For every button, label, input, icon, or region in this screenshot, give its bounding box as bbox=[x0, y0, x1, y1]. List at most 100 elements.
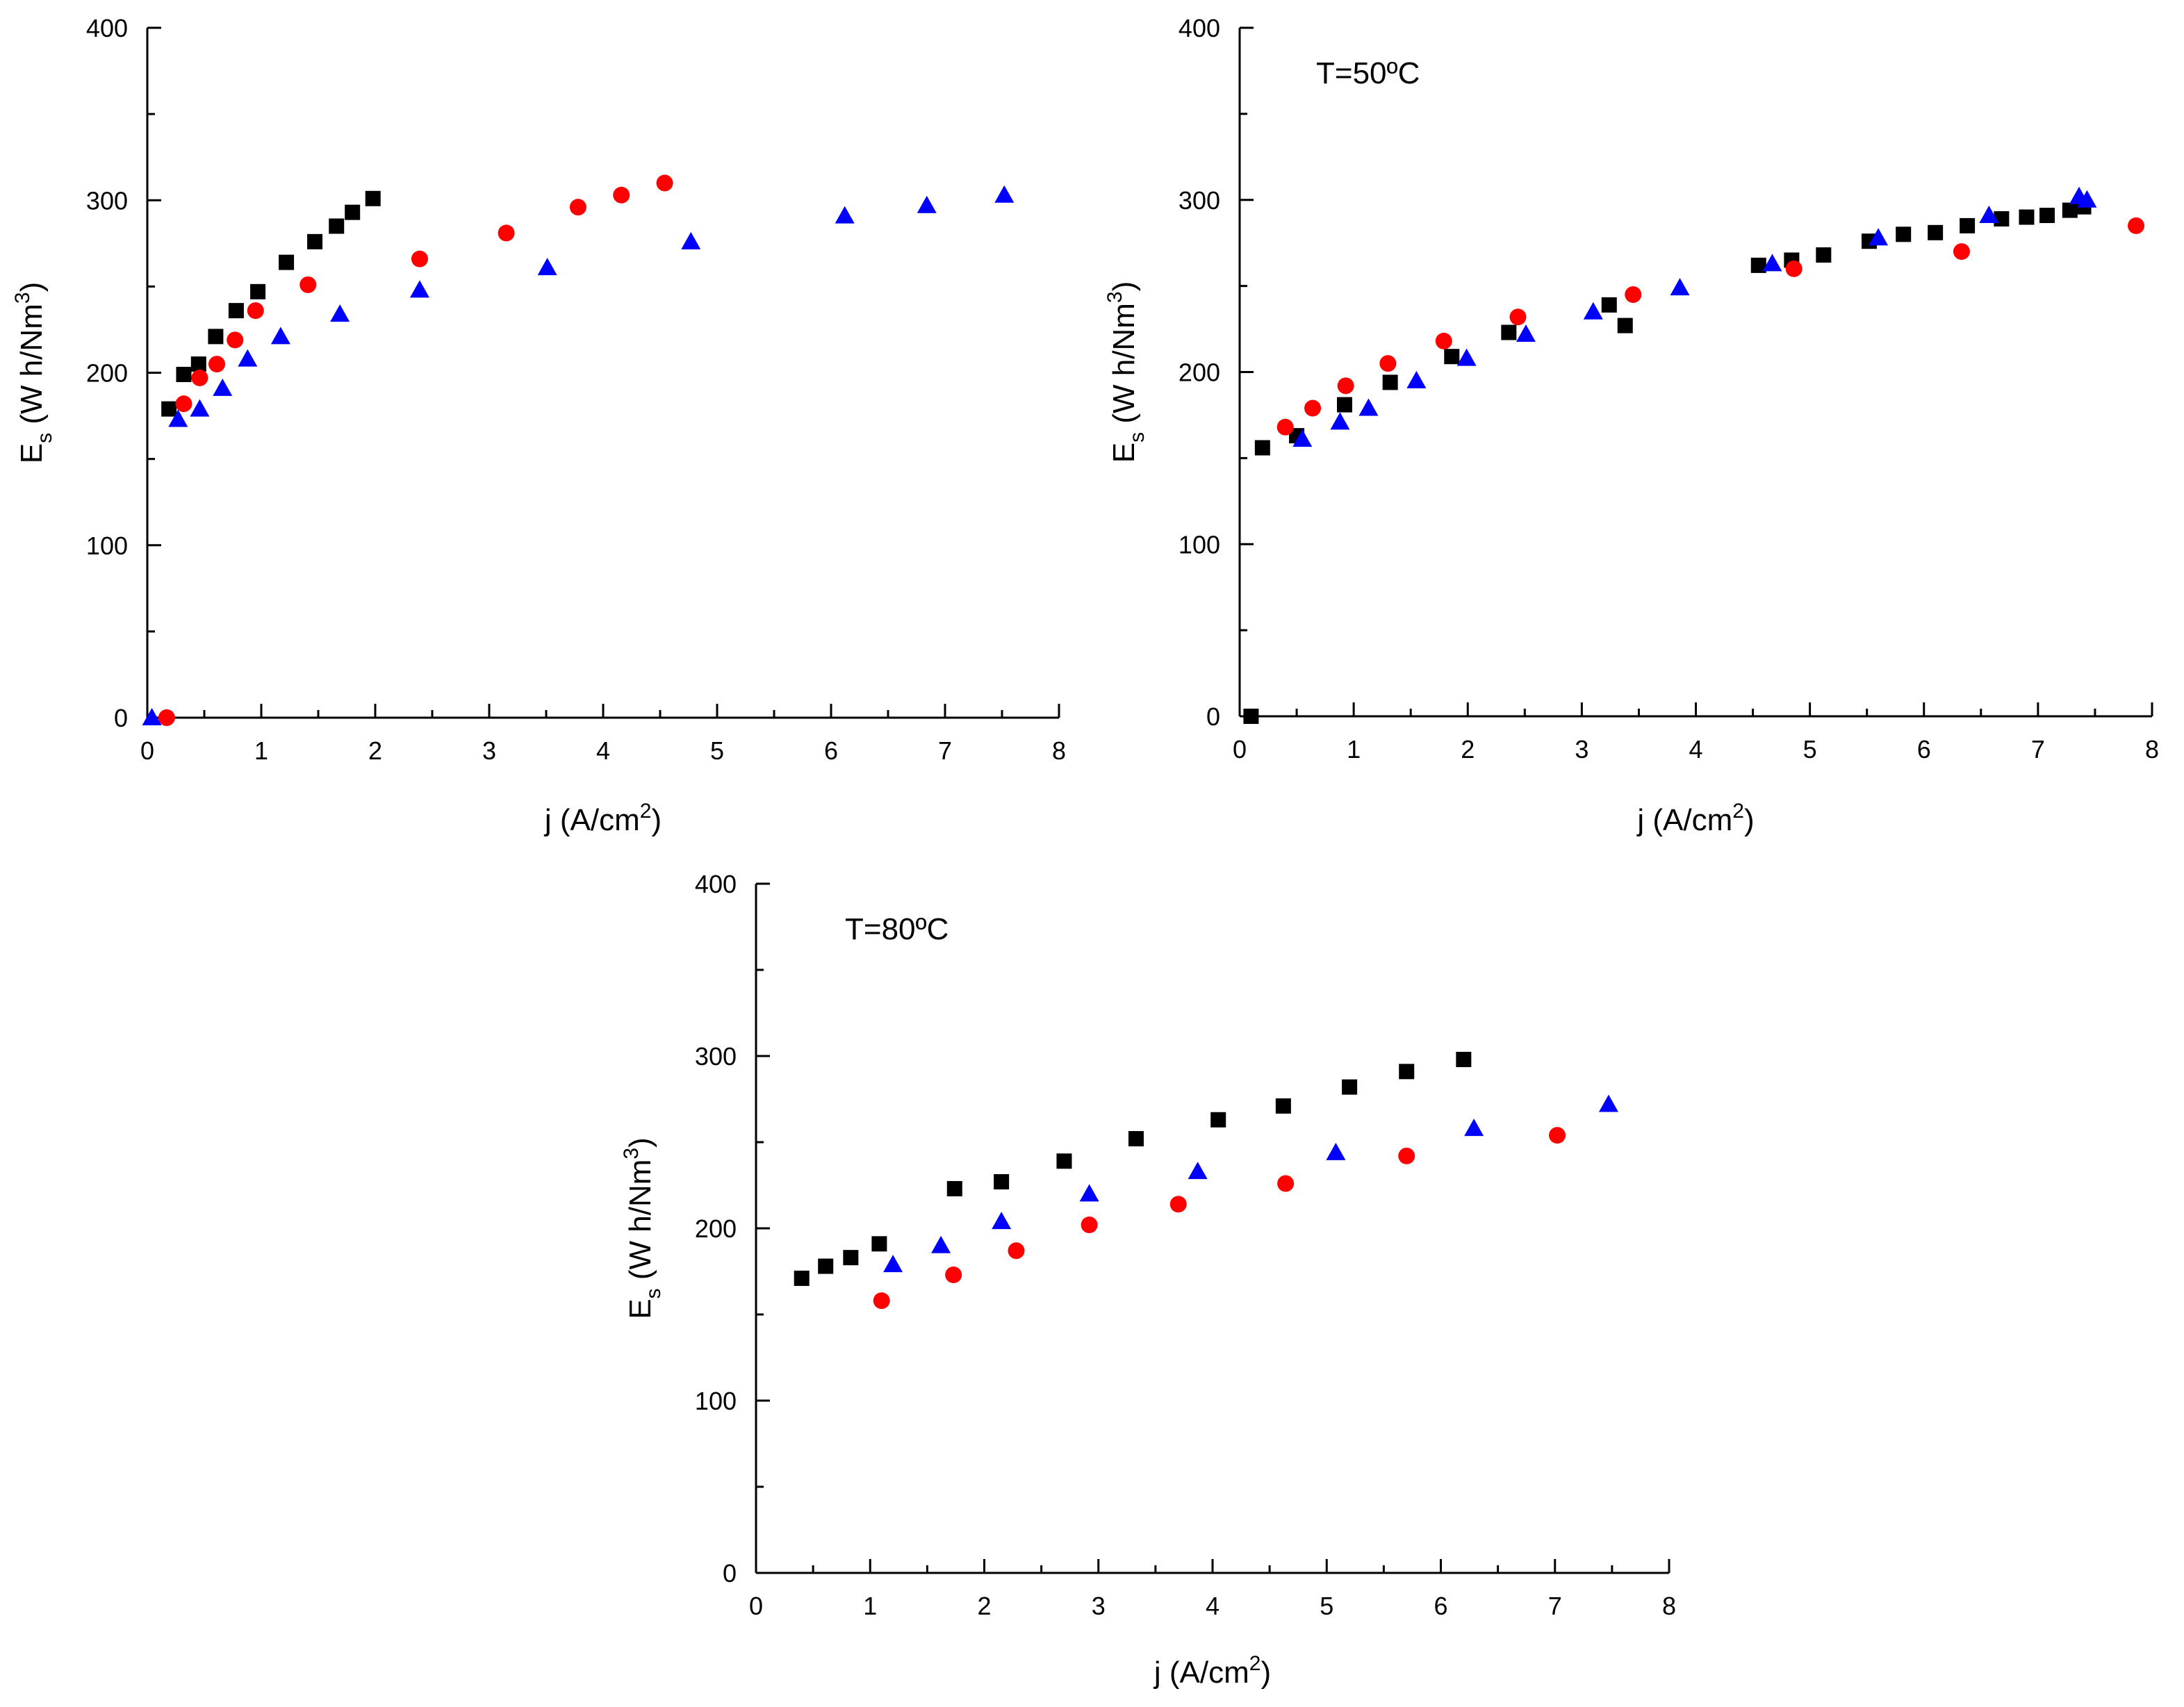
data-point-square bbox=[1896, 226, 1912, 242]
y-axis-label-subscript: s bbox=[642, 1288, 665, 1298]
x-axis-label-superscript: 2 bbox=[1732, 800, 1744, 823]
y-tick-label: 300 bbox=[86, 186, 128, 215]
data-point-triangle bbox=[142, 708, 162, 725]
x-tick-label: 2 bbox=[977, 1592, 991, 1620]
y-axis-label: Es (W h/Nm3) bbox=[11, 282, 56, 463]
data-point-circle bbox=[613, 186, 630, 204]
data-point-triangle bbox=[1670, 278, 1690, 296]
data-point-square bbox=[794, 1270, 810, 1286]
y-axis-label-subscript: s bbox=[1126, 432, 1149, 443]
data-point-triangle bbox=[917, 195, 937, 213]
y-tick-label: 100 bbox=[1179, 530, 1220, 559]
y-axis-label-close: ) bbox=[1107, 281, 1141, 292]
data-point-triangle bbox=[1326, 1142, 1346, 1160]
x-axis-label-text: j (A/cm bbox=[543, 803, 640, 837]
data-point-triangle bbox=[994, 185, 1015, 203]
data-point-triangle bbox=[1330, 412, 1350, 430]
x-tick-label: 2 bbox=[1461, 735, 1475, 764]
data-point-circle bbox=[299, 276, 317, 293]
y-axis-label-units: (W h/Nm bbox=[1107, 303, 1141, 432]
data-point-circle bbox=[1435, 332, 1452, 349]
series-circle bbox=[158, 174, 673, 726]
x-axis-label: j (A/cm2) bbox=[543, 800, 662, 837]
data-point-square bbox=[176, 366, 192, 382]
data-point-circle bbox=[158, 709, 175, 726]
data-point-square bbox=[946, 1180, 962, 1196]
x-tick-label: 0 bbox=[140, 736, 154, 765]
data-point-square bbox=[1056, 1153, 1072, 1169]
data-point-square bbox=[1750, 257, 1766, 273]
data-point-square bbox=[365, 190, 381, 206]
series-triangle bbox=[1292, 186, 2097, 447]
data-point-triangle bbox=[1583, 302, 1603, 320]
y-tick-label: 300 bbox=[1179, 186, 1220, 215]
y-tick-label: 200 bbox=[695, 1214, 737, 1243]
data-point-square bbox=[1444, 349, 1460, 365]
x-tick-label: 8 bbox=[2145, 735, 2159, 764]
x-tick-label: 5 bbox=[1320, 1592, 1333, 1620]
data-point-square bbox=[1210, 1112, 1226, 1128]
data-point-square bbox=[1456, 1051, 1472, 1067]
series-triangle bbox=[883, 1094, 1618, 1273]
x-tick-label: 4 bbox=[1206, 1592, 1220, 1620]
data-point-square bbox=[329, 218, 345, 234]
data-point-circle bbox=[1337, 377, 1354, 395]
y-tick-label: 100 bbox=[695, 1387, 737, 1415]
data-point-triangle bbox=[213, 378, 233, 396]
data-point-circle bbox=[1276, 418, 1294, 436]
data-point-triangle bbox=[1762, 254, 1782, 272]
data-point-triangle bbox=[1464, 1119, 1484, 1137]
data-point-square bbox=[161, 401, 177, 417]
data-point-circle bbox=[656, 174, 673, 192]
data-point-circle bbox=[1625, 286, 1642, 304]
data-point-triangle bbox=[1869, 228, 1889, 246]
y-tick-label: 400 bbox=[86, 14, 128, 42]
data-point-circle bbox=[873, 1292, 890, 1310]
data-point-square bbox=[279, 254, 295, 270]
data-point-square bbox=[345, 204, 361, 220]
data-point-circle bbox=[945, 1266, 962, 1283]
data-point-square bbox=[1382, 374, 1398, 390]
data-point-square bbox=[2019, 209, 2035, 225]
data-point-square bbox=[2039, 208, 2055, 224]
data-point-square bbox=[1243, 709, 1259, 724]
x-tick-label: 0 bbox=[749, 1592, 763, 1620]
data-point-circle bbox=[1953, 243, 1970, 261]
y-axis-label-subscript: s bbox=[33, 433, 56, 443]
data-point-square bbox=[1617, 318, 1633, 333]
x-tick-label: 3 bbox=[1092, 1592, 1106, 1620]
series-circle bbox=[873, 1127, 1566, 1310]
data-point-circle bbox=[208, 356, 226, 373]
x-axis-label-text: j (A/cm bbox=[1153, 1656, 1249, 1690]
y-tick-label: 200 bbox=[1179, 358, 1220, 387]
data-point-triangle bbox=[1406, 370, 1427, 388]
data-point-triangle bbox=[1598, 1094, 1618, 1112]
y-tick-label: 200 bbox=[86, 359, 128, 388]
y-axis-label-close: ) bbox=[623, 1137, 657, 1148]
x-tick-label: 2 bbox=[368, 736, 382, 765]
y-tick-label: 400 bbox=[695, 870, 737, 898]
data-point-square bbox=[871, 1236, 887, 1252]
y-tick-label: 100 bbox=[86, 531, 128, 560]
data-point-square bbox=[228, 303, 244, 319]
x-tick-label: 8 bbox=[1052, 736, 1066, 765]
data-point-triangle bbox=[1979, 206, 1999, 224]
series-square bbox=[794, 1051, 1472, 1286]
x-tick-label: 5 bbox=[1803, 735, 1817, 764]
data-point-square bbox=[1275, 1098, 1291, 1114]
x-axis-label-text: j (A/cm bbox=[1636, 803, 1732, 837]
data-point-triangle bbox=[1188, 1162, 1208, 1180]
data-point-triangle bbox=[168, 409, 188, 427]
data-point-triangle bbox=[537, 258, 557, 276]
data-point-square bbox=[1501, 324, 1517, 340]
data-point-square bbox=[208, 329, 224, 345]
x-axis-label-close: ) bbox=[1744, 803, 1755, 837]
y-axis-label-units: (W h/Nm bbox=[623, 1160, 657, 1289]
x-tick-label: 8 bbox=[1662, 1592, 1676, 1620]
data-point-circle bbox=[1008, 1242, 1025, 1260]
x-tick-label: 6 bbox=[1434, 1592, 1447, 1620]
data-point-triangle bbox=[681, 231, 701, 249]
